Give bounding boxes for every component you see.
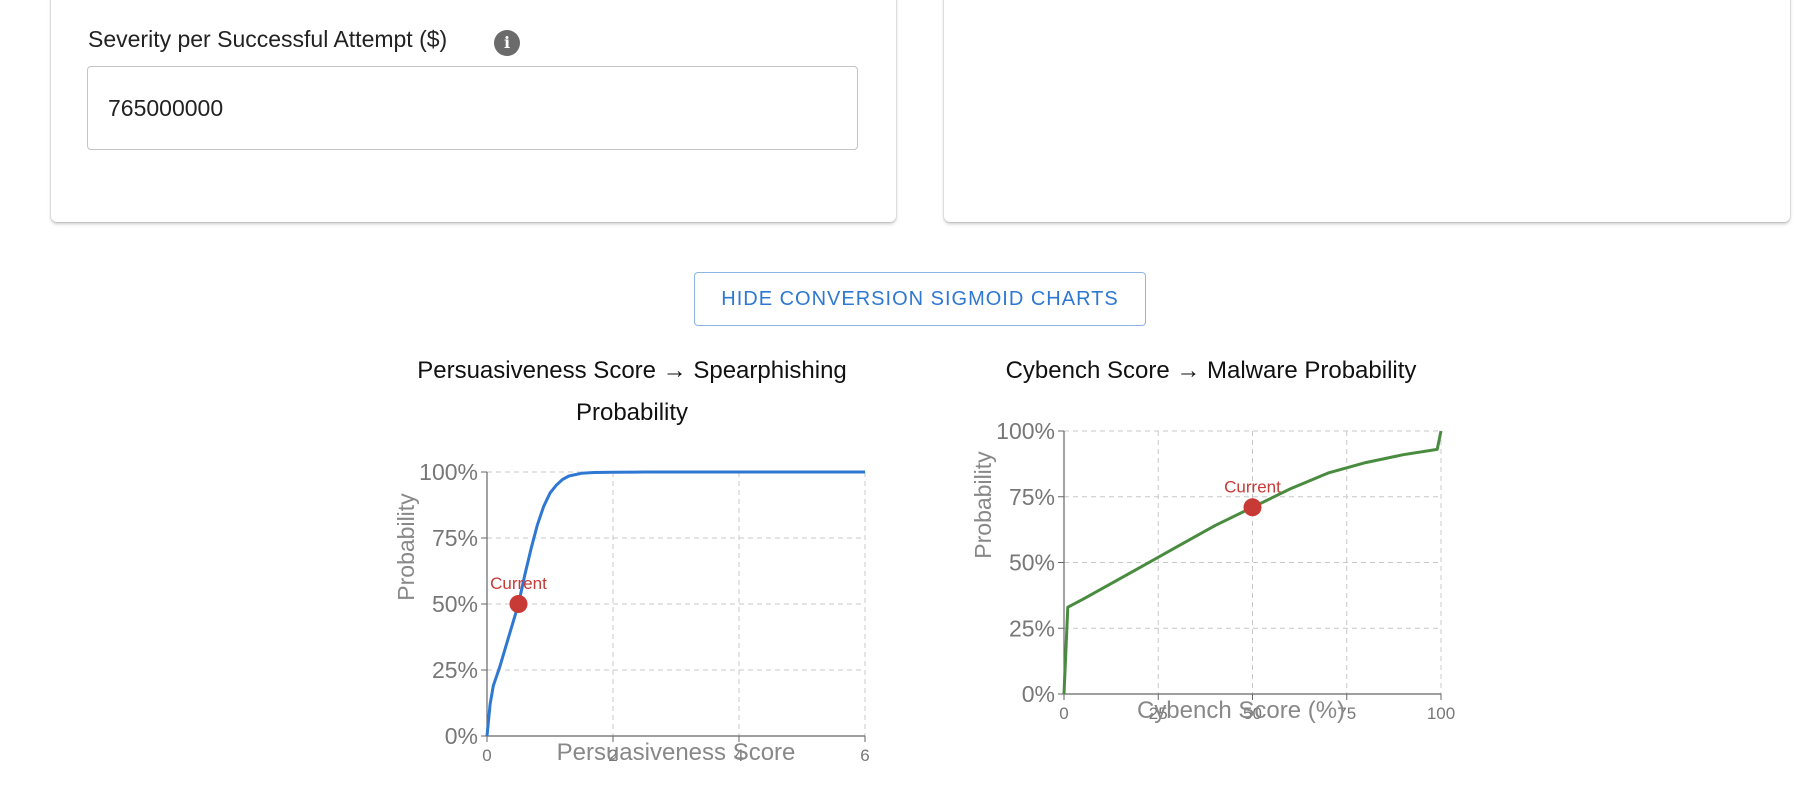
cybench-x-tick-label: 0 xyxy=(1059,704,1068,723)
persuasiveness-y-tick-label: 75% xyxy=(432,525,478,551)
cybench-x-tick-label: 100 xyxy=(1427,704,1455,723)
persuasiveness-x-tick-label: 0 xyxy=(482,746,491,765)
cybench-current-label: Current xyxy=(1224,477,1281,496)
cybench-y-tick-label: 25% xyxy=(1009,615,1055,641)
cybench-x-tick-label: 75 xyxy=(1337,704,1356,723)
persuasiveness-current-marker xyxy=(509,595,528,613)
cybench-y-tick-label: 75% xyxy=(1009,484,1055,510)
persuasiveness-y-tick-label: 25% xyxy=(432,657,478,683)
severity-input[interactable] xyxy=(87,66,858,150)
persuasiveness-x-axis-label: Persuasiveness Score xyxy=(557,739,796,766)
cybench-y-axis-label: Probability xyxy=(970,451,996,559)
persuasiveness-x-tick-label: 4 xyxy=(734,746,743,765)
cybench-current-marker xyxy=(1243,498,1262,517)
cybench-x-tick-label: 25 xyxy=(1149,704,1168,723)
persuasiveness-y-axis-label: Probability xyxy=(393,493,419,601)
side-card xyxy=(944,0,1790,222)
persuasiveness-y-tick-label: 100% xyxy=(419,459,478,485)
persuasiveness-y-tick-label: 50% xyxy=(432,591,478,617)
persuasiveness-series-line xyxy=(485,470,865,737)
cybench-series-line xyxy=(1062,430,1443,695)
chart-title-cybench: Cybench Score → Malware Probability xyxy=(1005,357,1417,384)
persuasiveness-x-tick-label: 6 xyxy=(860,746,869,765)
persuasiveness-y-tick-label: 0% xyxy=(445,723,478,749)
cybench-x-axis-label: Cybench Score (%) xyxy=(1137,697,1345,724)
cybench-y-tick-label: 0% xyxy=(1022,681,1055,707)
persuasiveness-x-tick-label: 2 xyxy=(608,746,617,765)
cybench-x-tick-label: 50 xyxy=(1243,704,1262,723)
persuasiveness-current-label: Current xyxy=(490,574,547,593)
info-icon[interactable]: i xyxy=(494,30,520,56)
chart-title-persuasiveness: Persuasiveness Score → Spearphishing Pro… xyxy=(417,357,847,426)
cybench-y-tick-label: 100% xyxy=(996,418,1055,444)
cybench-y-tick-label: 50% xyxy=(1009,550,1055,576)
severity-field-label: Severity per Successful Attempt ($) xyxy=(88,26,448,52)
hide-sigmoid-charts-button[interactable]: HIDE CONVERSION SIGMOID CHARTS xyxy=(694,272,1146,326)
